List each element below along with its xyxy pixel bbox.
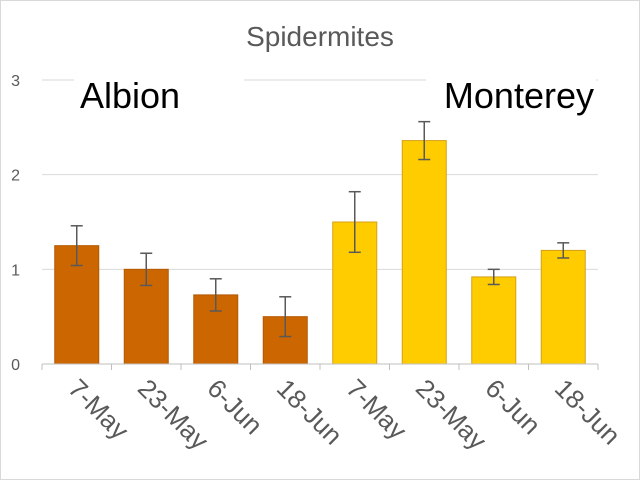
x-tick-label: 18-Jun [549,373,626,450]
chart-title: Spidermites [246,21,394,52]
x-tick-label: 23-May [410,373,493,456]
x-tick-label: 7-May [63,373,135,445]
group-label-background [74,74,244,120]
x-tick-label: 18-Jun [271,373,348,450]
bars [54,140,586,365]
x-tick-label: 23-May [132,373,215,456]
y-tick-label: 2 [11,168,20,185]
group-label: Monterey [444,75,594,116]
bar [540,249,586,365]
group-label-background [426,74,596,120]
y-axis-ticks: 0 1 2 3 [11,73,20,374]
bar [401,140,447,365]
x-axis [41,363,599,370]
x-tick-label: 7-May [341,373,413,445]
y-tick-label: 3 [11,73,20,90]
bar [471,276,517,365]
error-bars [70,120,570,338]
y-tick-label: 0 [11,357,20,374]
group-labels: Albion Monterey [74,74,596,120]
group-label: Albion [80,75,180,116]
y-tick-label: 1 [11,262,20,279]
